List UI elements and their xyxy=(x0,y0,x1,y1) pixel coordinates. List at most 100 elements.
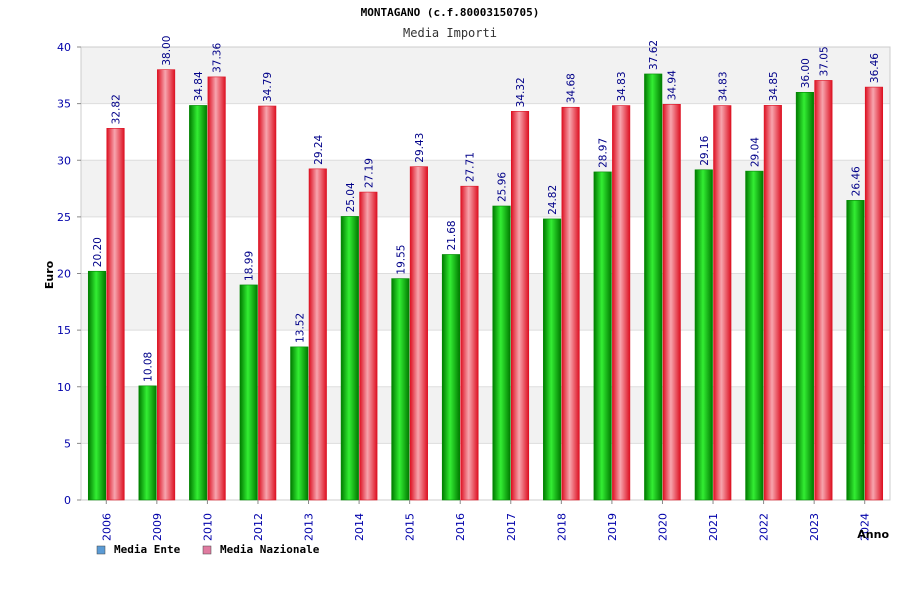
x-tick-label: 2023 xyxy=(808,513,821,541)
bar-media-ente-2012 xyxy=(239,284,258,501)
x-tick-label: 2018 xyxy=(555,513,568,541)
bar-media-ente-2019 xyxy=(593,171,612,501)
bar-media-nazionale-2019 xyxy=(612,105,631,501)
bar-media-ente-2017 xyxy=(492,205,511,501)
bar-media-nazionale-2022 xyxy=(763,105,782,501)
value-label: 29.16 xyxy=(699,135,711,165)
bar-media-ente-2014 xyxy=(340,216,359,501)
x-tick-label: 2017 xyxy=(505,513,518,541)
value-label: 18.99 xyxy=(244,251,256,281)
y-tick-label: 40 xyxy=(57,41,71,54)
value-label: 21.68 xyxy=(446,220,458,250)
value-label: 34.94 xyxy=(667,70,679,100)
y-tick-label: 15 xyxy=(57,324,71,337)
x-tick-label: 2014 xyxy=(353,513,366,541)
bar-media-ente-2006 xyxy=(87,270,107,501)
bar-media-nazionale-2012 xyxy=(258,105,277,501)
bar-media-nazionale-2013 xyxy=(308,168,327,501)
value-label: 36.46 xyxy=(869,53,881,83)
value-label: 19.55 xyxy=(395,245,407,275)
x-tick-label: 2015 xyxy=(404,513,417,541)
value-label: 34.79 xyxy=(262,72,274,102)
bar-media-nazionale-2017 xyxy=(510,111,530,501)
value-label: 13.52 xyxy=(294,313,306,343)
value-label: 27.19 xyxy=(363,158,375,188)
y-tick-label: 10 xyxy=(57,381,71,394)
bar-media-ente-2020 xyxy=(644,73,663,501)
bar-media-nazionale-2018 xyxy=(561,106,580,501)
y-tick-label: 0 xyxy=(64,494,71,507)
value-label: 34.83 xyxy=(616,71,628,101)
bar-media-nazionale-2015 xyxy=(409,166,428,501)
value-label: 38.00 xyxy=(161,36,173,66)
value-labels: 20.20 32.82 10.08 38.00 34.84 37.36 18.99 34.79… xyxy=(92,36,881,382)
bar-media-ente-2010 xyxy=(189,105,208,501)
value-label: 20.20 xyxy=(92,237,104,267)
bars xyxy=(87,69,884,501)
value-label: 37.62 xyxy=(648,40,660,70)
value-label: 24.82 xyxy=(547,185,559,215)
x-tick-label: 2009 xyxy=(151,513,164,541)
x-tick-label: 2006 xyxy=(100,513,113,541)
bar-media-ente-2015 xyxy=(391,278,410,501)
bar-media-ente-2022 xyxy=(745,170,764,501)
value-label: 34.85 xyxy=(768,71,780,101)
value-label: 37.05 xyxy=(818,46,830,76)
x-tick-label: 2016 xyxy=(454,513,467,541)
value-label: 37.36 xyxy=(212,43,224,73)
x-tick-label: 2024 xyxy=(859,513,872,541)
x-tick-label: 2020 xyxy=(656,513,669,541)
bar-media-ente-2009 xyxy=(138,385,157,501)
bar-media-nazionale-2021 xyxy=(713,105,732,501)
bar-media-nazionale-2020 xyxy=(662,104,681,501)
value-label: 27.71 xyxy=(464,152,476,182)
chart-title: MONTAGANO (c.f.80003150705) xyxy=(361,6,540,19)
bar-media-nazionale-2024 xyxy=(864,86,884,501)
legend-label-media-nazionale: Media Nazionale xyxy=(220,543,320,556)
y-axis-label: Euro xyxy=(43,260,56,289)
value-label: 36.00 xyxy=(800,58,812,88)
bar-media-nazionale-2006 xyxy=(106,128,125,501)
legend-swatch-media-nazionale xyxy=(202,545,212,555)
value-label: 34.32 xyxy=(515,77,527,107)
bar-media-nazionale-2016 xyxy=(460,185,479,501)
x-tick-label: 2019 xyxy=(606,513,619,541)
x-tick-label: 2012 xyxy=(252,513,265,541)
x-tick-label: 2013 xyxy=(303,513,316,541)
bar-media-nazionale-2010 xyxy=(207,76,226,501)
value-label: 25.96 xyxy=(497,172,509,202)
x-axis-label: Anno xyxy=(857,528,889,541)
y-tick-label: 20 xyxy=(57,268,71,281)
value-label: 28.97 xyxy=(598,138,610,168)
bar-media-ente-2018 xyxy=(543,218,562,501)
value-label: 29.43 xyxy=(414,133,426,163)
y-tick-label: 30 xyxy=(57,154,71,167)
value-label: 34.83 xyxy=(717,71,729,101)
bar-media-ente-2024 xyxy=(846,200,865,501)
value-label: 10.08 xyxy=(143,352,155,382)
y-tick-label: 35 xyxy=(57,98,71,111)
bar-media-nazionale-2009 xyxy=(157,69,176,501)
value-label: 34.68 xyxy=(566,73,578,103)
bar-media-ente-2016 xyxy=(441,254,461,501)
x-tick-label: 2021 xyxy=(707,513,720,541)
value-label: 32.82 xyxy=(111,94,123,124)
bar-media-ente-2021 xyxy=(694,169,713,501)
x-tick-label: 2010 xyxy=(201,513,214,541)
y-axis-ticks: 0 5 10 15 20 25 30 35 40 xyxy=(57,41,81,507)
value-label: 25.04 xyxy=(345,182,357,212)
legend: Media Ente Media Nazionale xyxy=(96,543,320,556)
bar-media-nazionale-2014 xyxy=(359,191,378,501)
bar-media-ente-2023 xyxy=(795,92,814,501)
bar-media-nazionale-2023 xyxy=(814,80,833,501)
y-tick-label: 25 xyxy=(57,211,71,224)
chart-subtitle: Media Importi xyxy=(403,26,497,40)
legend-label-media-ente: Media Ente xyxy=(114,543,181,556)
legend-swatch-media-ente xyxy=(96,545,106,555)
x-axis-ticks: 2006 2009 2010 2012 2013 2014 2015 2016 2017 2018… xyxy=(100,500,872,541)
value-label: 29.04 xyxy=(749,137,761,167)
x-tick-label: 2022 xyxy=(758,513,771,541)
value-label: 34.84 xyxy=(193,71,205,101)
y-tick-label: 5 xyxy=(64,437,71,450)
